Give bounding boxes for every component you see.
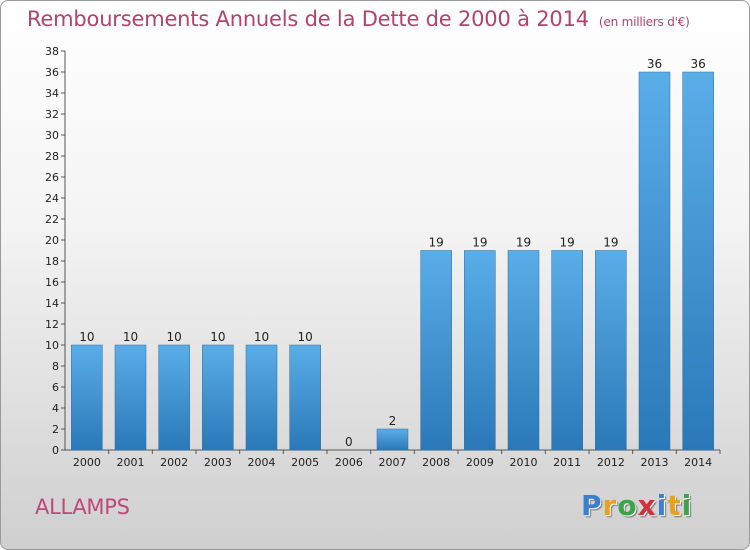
- x-tick-label: 2004: [248, 456, 276, 469]
- x-tick-label: 2011: [553, 456, 581, 469]
- y-tick-label: 10: [45, 339, 59, 352]
- y-tick-label: 36: [45, 66, 59, 79]
- bar: [114, 344, 147, 451]
- y-tick-label: 34: [45, 87, 59, 100]
- bar-value-label: 10: [79, 330, 94, 344]
- y-tick-label: 32: [45, 108, 59, 121]
- y-tick-label: 22: [45, 213, 59, 226]
- proxiti-logo: Proxiti: [581, 489, 692, 522]
- y-tick-label: 24: [45, 192, 59, 205]
- logo-letter: o: [617, 489, 638, 522]
- x-tick-label: 2010: [510, 456, 538, 469]
- bar: [202, 344, 234, 451]
- y-tick-label: 18: [45, 255, 59, 268]
- bar-value-label: 19: [472, 236, 487, 250]
- bar-value-label: 19: [560, 236, 575, 250]
- y-tick-label: 14: [45, 297, 59, 310]
- bar: [245, 344, 278, 451]
- x-tick-label: 2014: [684, 456, 712, 469]
- logo-letter: r: [602, 489, 618, 522]
- bar-value-label: 10: [298, 330, 313, 344]
- x-tick-label: 2000: [73, 456, 101, 469]
- bar: [595, 250, 627, 451]
- city-name: ALLAMPS: [35, 495, 130, 519]
- logo-letter: i: [656, 489, 668, 522]
- logo-letter: i: [681, 489, 693, 522]
- bar: [507, 250, 540, 451]
- y-tick-label: 8: [52, 360, 59, 373]
- y-tick-label: 4: [52, 402, 59, 415]
- bar-value-label: 10: [123, 330, 138, 344]
- title-text: Remboursements Annuels de la Dette de 20…: [27, 7, 589, 31]
- bar-value-label: 36: [647, 57, 662, 71]
- bar: [158, 344, 190, 451]
- x-tick-label: 2013: [641, 456, 669, 469]
- x-tick-label: 2005: [291, 456, 319, 469]
- bar: [638, 71, 671, 451]
- bar-value-label: 10: [167, 330, 182, 344]
- x-tick-label: 2012: [597, 456, 625, 469]
- bar-value-label: 10: [210, 330, 225, 344]
- logo-letter: x: [637, 489, 657, 522]
- bar-value-label: 2: [389, 414, 397, 428]
- bar-value-label: 10: [254, 330, 269, 344]
- bar-value-label: 36: [691, 57, 706, 71]
- x-tick-label: 2009: [466, 456, 494, 469]
- x-tick-label: 2007: [379, 456, 407, 469]
- x-tick-label: 2001: [117, 456, 145, 469]
- y-tick-label: 16: [45, 276, 59, 289]
- bar-value-label: 19: [516, 236, 531, 250]
- bar: [71, 344, 103, 451]
- bar: [551, 250, 583, 451]
- y-tick-label: 30: [45, 129, 59, 142]
- x-tick-label: 2002: [160, 456, 188, 469]
- y-tick-label: 2: [52, 423, 59, 436]
- x-tick-label: 2003: [204, 456, 232, 469]
- y-tick-label: 38: [45, 45, 59, 58]
- bar-value-label: 19: [429, 236, 444, 250]
- bar: [420, 250, 452, 451]
- chart-title: Remboursements Annuels de la Dette de 20…: [27, 7, 690, 31]
- y-tick-label: 26: [45, 171, 59, 184]
- logo-letter: P: [581, 489, 603, 522]
- bar: [682, 71, 714, 451]
- y-tick-label: 20: [45, 234, 59, 247]
- x-tick-label: 2008: [422, 456, 450, 469]
- bar-value-label: 19: [603, 236, 618, 250]
- x-tick-label: 2006: [335, 456, 363, 469]
- y-tick-label: 6: [52, 381, 59, 394]
- logo-letter: t: [667, 489, 682, 522]
- bar: [289, 344, 321, 451]
- bar: [464, 250, 496, 451]
- y-tick-label: 0: [52, 444, 59, 457]
- title-unit: (en milliers d'€): [598, 15, 690, 29]
- y-tick-label: 28: [45, 150, 59, 163]
- y-tick-label: 12: [45, 318, 59, 331]
- bar-value-label: 0: [345, 435, 353, 449]
- bar: [376, 428, 409, 451]
